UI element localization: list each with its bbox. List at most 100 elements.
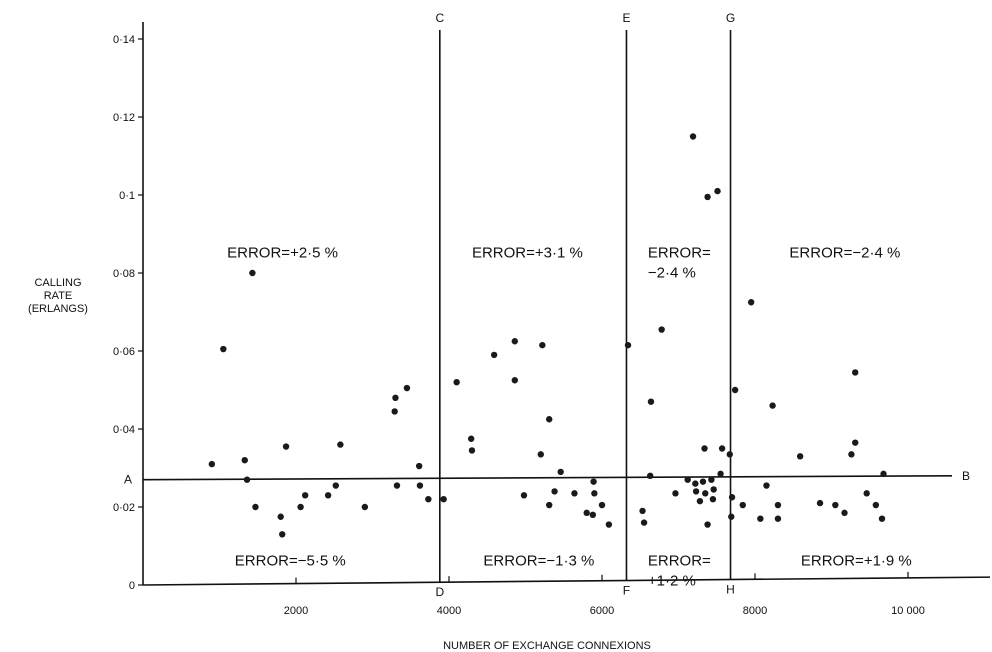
data-point [763, 482, 770, 489]
data-point [731, 386, 739, 394]
data-point [714, 187, 721, 195]
x-tick-label: 2000 [284, 605, 308, 617]
data-point [689, 133, 697, 140]
error-annotation-line: −2·4 % [648, 264, 696, 281]
error-annotation: ERROR=+2·5 % [227, 244, 338, 261]
data-point [647, 398, 655, 405]
error-annotation: ERROR=−1·3 % [483, 553, 594, 570]
x-axis-title: NUMBER OF EXCHANGE CONNEXIONS [443, 640, 651, 652]
data-point [757, 515, 764, 522]
divider-bottom-label: D [435, 585, 444, 599]
data-point [277, 513, 284, 520]
x-tick-label: 4000 [437, 605, 461, 617]
divider-bottom-label: H [726, 583, 735, 597]
error-annotation-line: ERROR=+2·5 % [227, 244, 338, 261]
y-axis-title-line: CALLING [34, 277, 81, 289]
data-point [468, 447, 476, 454]
error-annotation: ERROR=−2·4 % [789, 244, 900, 261]
data-point [551, 488, 558, 495]
error-annotation-line: ERROR=+1·9 % [801, 553, 912, 570]
data-point [872, 501, 880, 509]
error-annotation-line: ERROR=−5·5 % [235, 553, 346, 570]
divider-bottom-label: F [623, 584, 630, 598]
data-point [816, 499, 824, 507]
data-point [774, 501, 782, 509]
data-point [252, 503, 259, 511]
data-point [832, 501, 839, 509]
data-point [511, 377, 518, 384]
chart-labels: 0 0·02 0·04 0·06 0·08 0·1 0·12 0·14 2000 4000 6000… [28, 11, 970, 652]
data-point [728, 494, 736, 501]
data-point [297, 503, 304, 511]
data-point [539, 341, 546, 349]
data-point [710, 486, 717, 493]
data-point [220, 345, 227, 353]
data-point [453, 379, 460, 386]
x-axis-line [142, 576, 991, 586]
data-point [718, 445, 726, 452]
data-point [701, 445, 708, 452]
divider-top-label: G [726, 11, 735, 25]
data-point [709, 496, 717, 503]
y-tick-label: 0·04 [113, 424, 135, 436]
data-point [747, 299, 755, 306]
data-point [467, 435, 475, 442]
error-annotation: ERROR=+1·9 % [801, 553, 912, 570]
data-point [672, 490, 679, 497]
data-point [739, 501, 746, 509]
data-point [361, 503, 369, 511]
divider-line-horizontal [142, 474, 953, 481]
data-point [546, 501, 553, 509]
data-point [243, 476, 251, 483]
data-point [774, 515, 782, 522]
data-point [880, 470, 887, 478]
data-point [249, 269, 256, 277]
y-tick-label: 0·02 [113, 502, 135, 514]
axes [138, 22, 991, 586]
error-annotation: ERROR=−5·5 % [235, 553, 346, 570]
data-point [646, 472, 654, 479]
data-point [796, 453, 804, 460]
data-point [440, 496, 447, 503]
data-point [863, 490, 870, 497]
data-point [393, 482, 401, 489]
data-point [699, 478, 707, 485]
data-point [769, 402, 776, 409]
data-point [583, 509, 590, 517]
data-point [878, 515, 886, 522]
data-point [391, 408, 398, 415]
data-point [841, 509, 848, 517]
error-annotation-line: ERROR=−2·4 % [789, 244, 900, 261]
data-point [848, 451, 855, 458]
y-tick-label: 0·14 [113, 34, 135, 46]
data-point [537, 451, 544, 458]
data-point [704, 193, 711, 201]
data-point [490, 351, 498, 359]
y-tick-label: 0·08 [113, 268, 135, 280]
data-point [279, 531, 286, 538]
data-point [415, 462, 423, 470]
error-annotation-line: ERROR= [648, 244, 711, 261]
data-point [403, 384, 411, 392]
error-annotation-line: +1·2 % [648, 573, 696, 590]
data-point [692, 488, 700, 495]
division-lines [142, 30, 953, 583]
data-point [728, 513, 735, 520]
error-annotation-line: ERROR=+3·1 % [472, 244, 583, 261]
x-tick-label: 8000 [743, 605, 767, 617]
divider-top-label: E [622, 11, 630, 25]
data-point [639, 507, 646, 515]
data-point [591, 490, 598, 497]
x-tick-label: 10 000 [891, 605, 925, 617]
data-points [208, 133, 887, 538]
y-tick-label: 0 [129, 580, 135, 592]
data-point [546, 416, 553, 423]
data-point [658, 326, 665, 333]
data-point [557, 468, 564, 476]
data-point [684, 476, 691, 483]
error-annotation-line: ERROR=−1·3 % [483, 553, 594, 570]
y-axis-title-line: (ERLANGS) [28, 303, 88, 315]
data-point [282, 443, 290, 450]
data-point [692, 480, 699, 487]
